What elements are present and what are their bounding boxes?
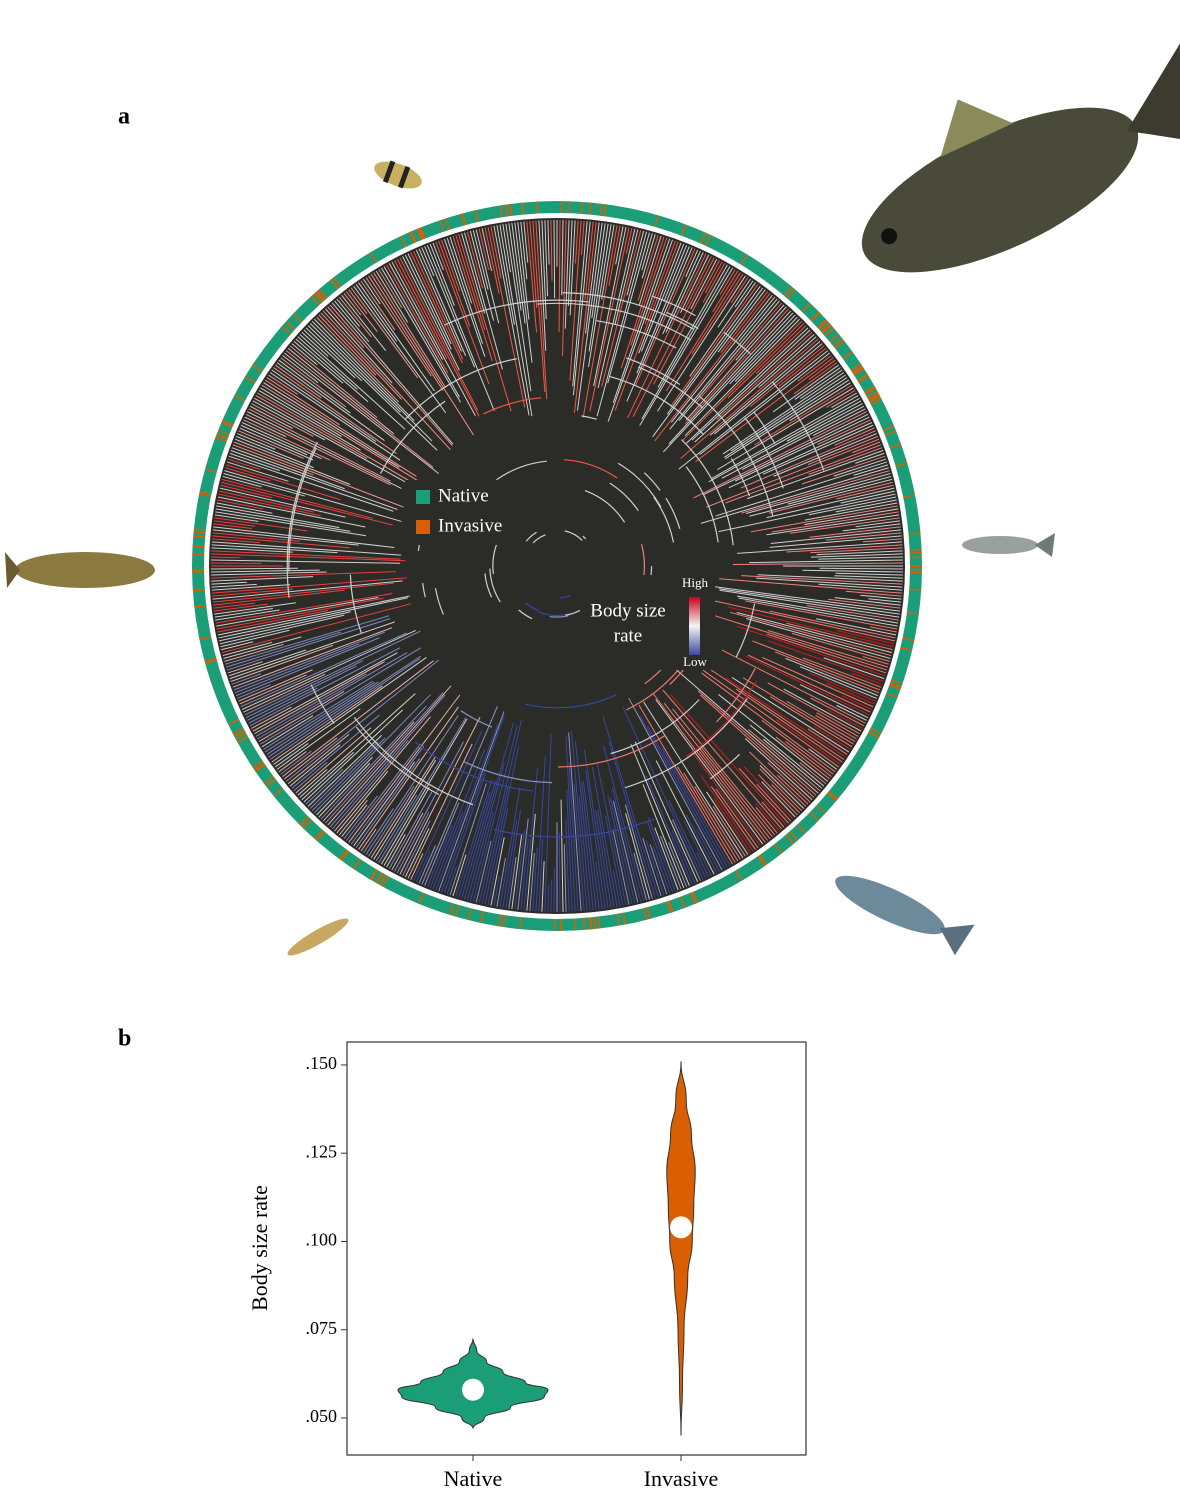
legend-swatch [416,490,430,504]
invasive-tip [537,202,538,214]
median-dot [462,1379,484,1401]
y-tick-label: .075 [306,1318,338,1338]
legend-label: Native [438,485,489,506]
invasive-tip [909,589,921,590]
colorbar [689,597,700,655]
invasive-tip [583,918,584,930]
legend-label: Invasive [438,515,502,536]
violin-chart: Body size rate .050 .075 .100 .125 .150 Nativ… [247,1042,806,1491]
y-tick-label: .050 [306,1406,338,1426]
y-axis-label: Body size rate [247,1185,272,1311]
panel-label: b [118,1026,131,1052]
legend-swatch [416,520,430,534]
x-tick-label: Invasive [644,1466,719,1491]
colorbar-title: Body size [590,600,665,621]
panel-label: a [118,104,130,130]
median-dot [670,1216,692,1238]
tree-tip [554,220,555,298]
y-tick-label: .100 [306,1230,338,1250]
invasive-tip [575,919,576,931]
phylogeny [192,201,922,931]
colorbar-high: High [682,575,709,590]
colorbar-low: Low [683,654,707,669]
invasive-tip [193,536,205,537]
y-tick-label: .125 [306,1141,338,1161]
invasive-tip [910,549,922,550]
invasive-tip [193,546,205,547]
x-tick-label: Native [444,1466,503,1491]
y-tick-label: .150 [306,1053,338,1073]
tree-tip [551,880,552,912]
colorbar-title: rate [614,625,642,646]
invasive-tip [582,202,583,214]
violin [667,1061,696,1435]
tree-tip [548,885,549,912]
figure: a b Body size rate .050 .075 .100 .125 .150 N… [0,0,1180,1492]
tree-tip [559,832,560,912]
invasive-tip [193,590,205,591]
